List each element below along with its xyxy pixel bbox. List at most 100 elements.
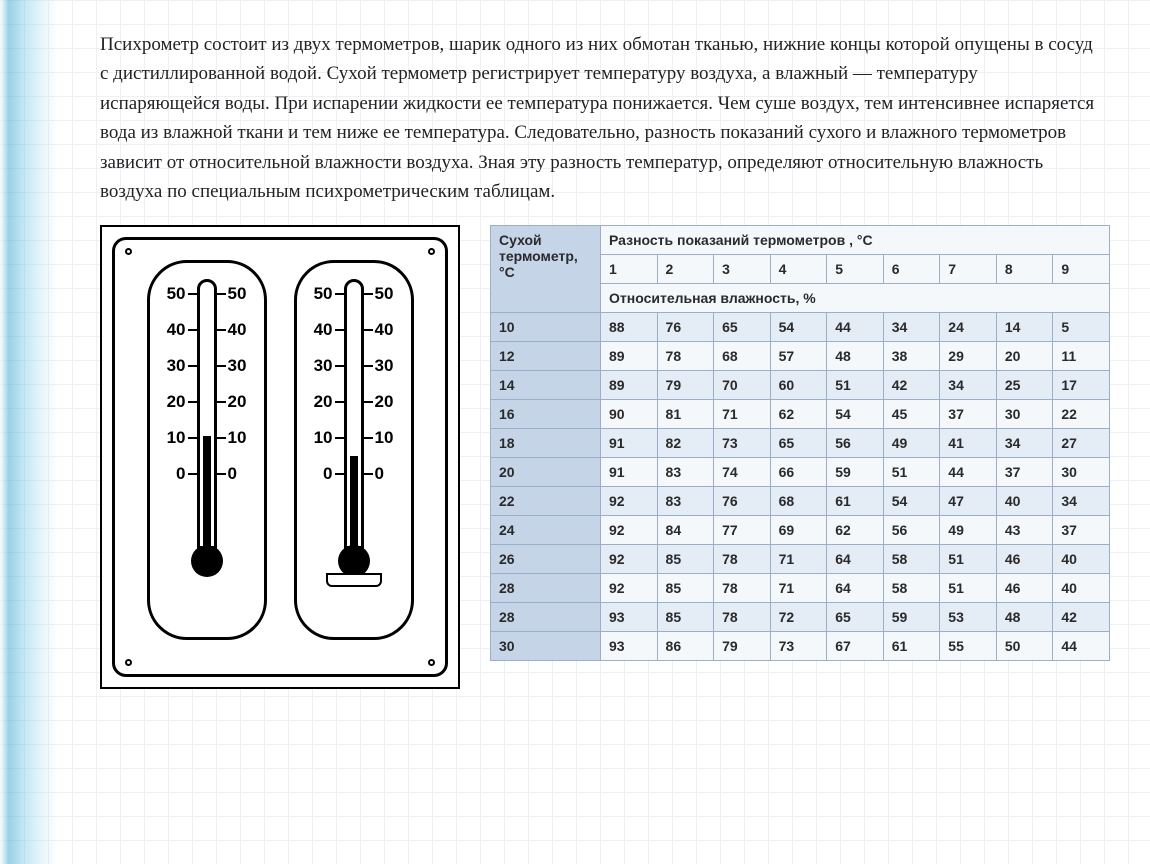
diff-col-header: 2	[657, 254, 714, 283]
humidity-cell: 83	[657, 486, 714, 515]
humidity-cell: 68	[770, 486, 827, 515]
humidity-cell: 24	[940, 312, 997, 341]
humidity-cell: 74	[714, 457, 771, 486]
row-temp-header: 26	[491, 544, 601, 573]
humidity-cell: 90	[601, 399, 658, 428]
humidity-cell: 56	[827, 428, 884, 457]
humidity-cell: 58	[883, 544, 940, 573]
humidity-cell: 92	[601, 486, 658, 515]
humidity-cell: 59	[827, 457, 884, 486]
humidity-cell: 92	[601, 573, 658, 602]
diff-col-header: 3	[714, 254, 771, 283]
humidity-cell: 61	[827, 486, 884, 515]
humidity-cell: 46	[996, 544, 1053, 573]
humidity-cell: 89	[601, 370, 658, 399]
humidity-cell: 41	[940, 428, 997, 457]
row-temp-header: 14	[491, 370, 601, 399]
humidity-cell: 85	[657, 602, 714, 631]
row-temp-header: 28	[491, 602, 601, 631]
humidity-cell: 92	[601, 515, 658, 544]
diff-col-header: 6	[883, 254, 940, 283]
humidity-cell: 69	[770, 515, 827, 544]
diff-col-header: 5	[827, 254, 884, 283]
humidity-cell: 42	[1053, 602, 1110, 631]
humidity-cell: 22	[1053, 399, 1110, 428]
humidity-cell: 61	[883, 631, 940, 660]
dry-tube	[197, 279, 217, 549]
humidity-cell: 62	[770, 399, 827, 428]
humidity-cell: 30	[1053, 457, 1110, 486]
humidity-cell: 57	[770, 341, 827, 370]
humidity-cell: 72	[770, 602, 827, 631]
wet-tube	[344, 279, 364, 549]
humidity-cell: 78	[714, 573, 771, 602]
table-row: 20918374665951443730	[491, 457, 1110, 486]
humidity-cell: 91	[601, 457, 658, 486]
humidity-cell: 50	[996, 631, 1053, 660]
humidity-cell: 73	[770, 631, 827, 660]
psychrometer-diagram: 5050404030302020101000 50504040303020201…	[100, 225, 460, 689]
humidity-cell: 44	[940, 457, 997, 486]
humidity-cell: 77	[714, 515, 771, 544]
table-row: 28928578716458514640	[491, 573, 1110, 602]
humidity-cell: 46	[996, 573, 1053, 602]
humidity-cell: 68	[714, 341, 771, 370]
dry-mercury	[203, 436, 211, 546]
screw-icon	[428, 659, 435, 666]
humidity-cell: 49	[883, 428, 940, 457]
humidity-cell: 30	[996, 399, 1053, 428]
humidity-cell: 79	[714, 631, 771, 660]
table-row: 26928578716458514640	[491, 544, 1110, 573]
psychrometer-panel: 5050404030302020101000 50504040303020201…	[112, 237, 448, 677]
row-temp-header: 10	[491, 312, 601, 341]
diff-col-header: 9	[1053, 254, 1110, 283]
screw-icon	[125, 659, 132, 666]
wet-thermometer: 5050404030302020101000	[294, 260, 414, 640]
psychrometric-table: Сухой термометр, °C Разность показаний т…	[490, 225, 1110, 661]
humidity-cell: 79	[657, 370, 714, 399]
table-row: 12897868574838292011	[491, 341, 1110, 370]
diff-col-header: 8	[996, 254, 1053, 283]
humidity-cell: 85	[657, 573, 714, 602]
humidity-cell: 27	[1053, 428, 1110, 457]
humidity-cell: 91	[601, 428, 658, 457]
humidity-cell: 58	[883, 573, 940, 602]
humidity-cell: 78	[714, 602, 771, 631]
humidity-cell: 78	[714, 544, 771, 573]
row-temp-header: 24	[491, 515, 601, 544]
humidity-cell: 86	[657, 631, 714, 660]
humidity-cell: 85	[657, 544, 714, 573]
table-row: 30938679736761555044	[491, 631, 1110, 660]
humidity-cell: 48	[827, 341, 884, 370]
humidity-cell: 71	[770, 573, 827, 602]
humidity-cell: 37	[1053, 515, 1110, 544]
humidity-cell: 78	[657, 341, 714, 370]
humidity-cell: 76	[714, 486, 771, 515]
table-row: 18918273655649413427	[491, 428, 1110, 457]
humidity-cell: 73	[714, 428, 771, 457]
humidity-cell: 62	[827, 515, 884, 544]
table-body: 1088766554443424145128978685748382920111…	[491, 312, 1110, 660]
humidity-cell: 37	[940, 399, 997, 428]
table-row: 24928477696256494337	[491, 515, 1110, 544]
diff-col-header: 7	[940, 254, 997, 283]
table-row: 1088766554443424145	[491, 312, 1110, 341]
humidity-cell: 54	[883, 486, 940, 515]
humidity-cell: 93	[601, 631, 658, 660]
table-row: 28938578726559534842	[491, 602, 1110, 631]
row-temp-header: 16	[491, 399, 601, 428]
humidity-cell: 59	[883, 602, 940, 631]
description-paragraph: Психрометр состоит из двух термометров, …	[100, 30, 1100, 207]
diff-header: Разность показаний термометров , °C	[601, 225, 1110, 254]
humidity-cell: 56	[883, 515, 940, 544]
row-temp-header: 28	[491, 573, 601, 602]
humidity-cell: 40	[996, 486, 1053, 515]
humidity-cell: 40	[1053, 573, 1110, 602]
diff-col-header: 4	[770, 254, 827, 283]
humidity-cell: 92	[601, 544, 658, 573]
humidity-cell: 54	[770, 312, 827, 341]
humidity-cell: 51	[940, 573, 997, 602]
humidity-cell: 65	[714, 312, 771, 341]
humidity-cell: 51	[883, 457, 940, 486]
dry-bulb	[191, 545, 223, 577]
